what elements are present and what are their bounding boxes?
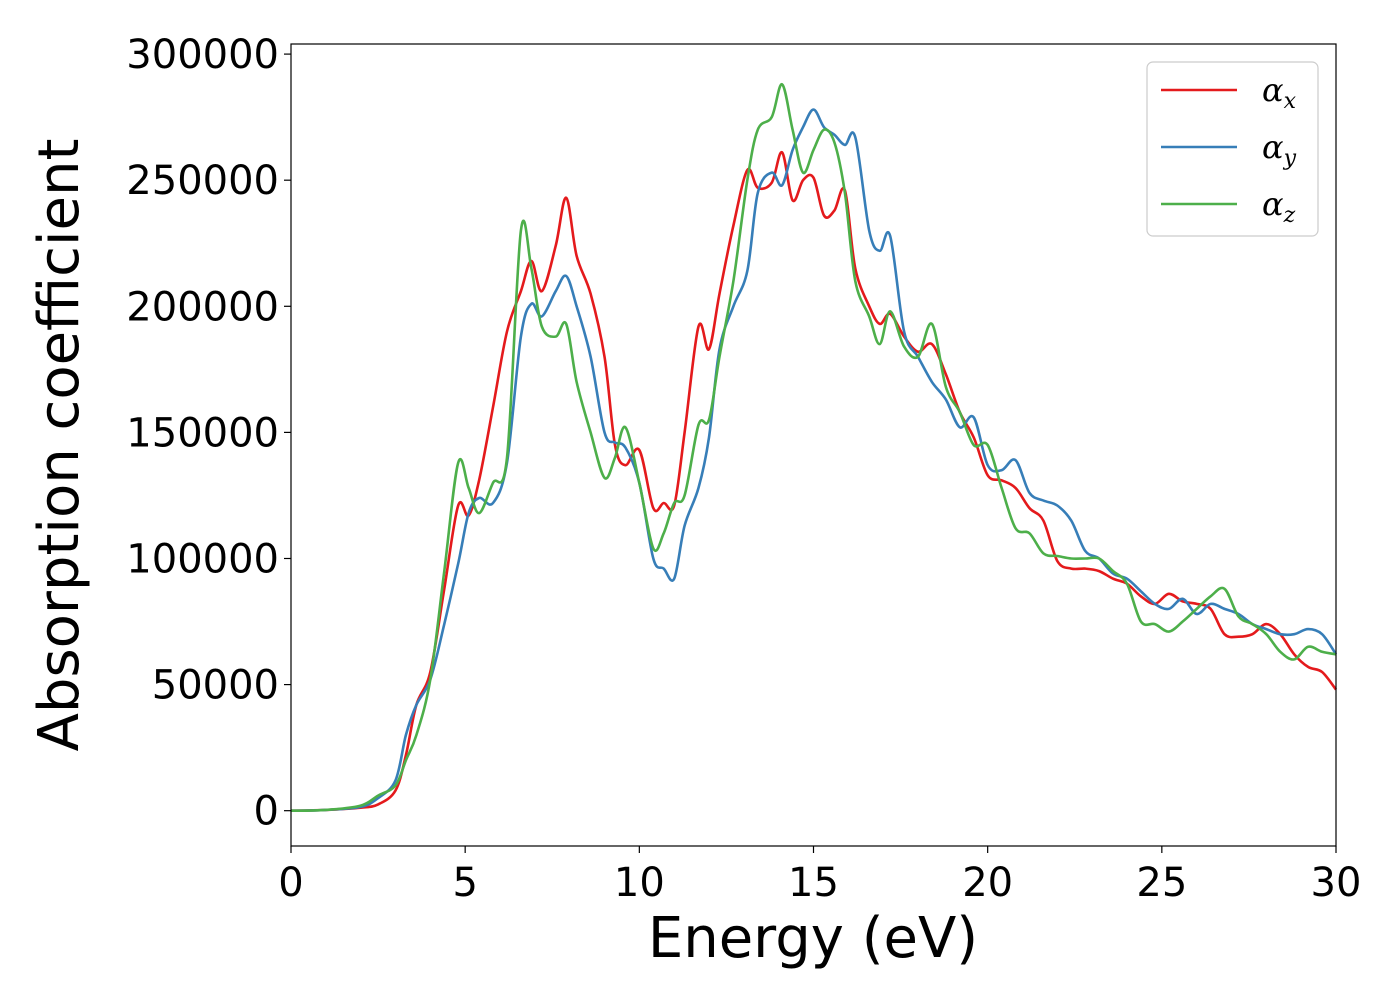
y-tick-label: 200000 <box>126 284 279 330</box>
legend-label-x: αx <box>1262 71 1297 114</box>
legend: αx αy αz <box>1146 61 1319 237</box>
x-tick-label: 15 <box>788 860 839 906</box>
y-tick-label: 50000 <box>152 663 279 709</box>
x-tick-label: 25 <box>1136 860 1187 906</box>
y-axis: 0 50000 100000 150000 200000 250000 300000 <box>126 32 291 835</box>
legend-frame <box>1146 61 1319 237</box>
y-tick-label: 100000 <box>126 536 279 582</box>
x-tick-label: 0 <box>278 860 303 906</box>
y-tick-label: 300000 <box>126 32 279 78</box>
series-line-x <box>290 151 1338 812</box>
legend-label-z: αz <box>1262 185 1296 228</box>
x-tick-label: 30 <box>1311 860 1362 906</box>
series-layer <box>290 83 1338 812</box>
x-tick-label: 20 <box>962 860 1013 906</box>
y-tick-label: 0 <box>254 789 279 835</box>
x-tick-label: 5 <box>452 860 477 906</box>
x-axis-label: Energy (eV) <box>648 906 978 971</box>
series-line-z <box>290 83 1337 812</box>
y-axis-label: Absorption coefficient <box>27 139 92 752</box>
x-axis: 0 5 10 15 20 25 30 <box>278 846 1361 906</box>
x-tick-label: 10 <box>614 860 665 906</box>
y-tick-label: 250000 <box>126 158 279 204</box>
legend-label-y: αy <box>1262 128 1297 171</box>
y-tick-label: 150000 <box>126 410 279 456</box>
